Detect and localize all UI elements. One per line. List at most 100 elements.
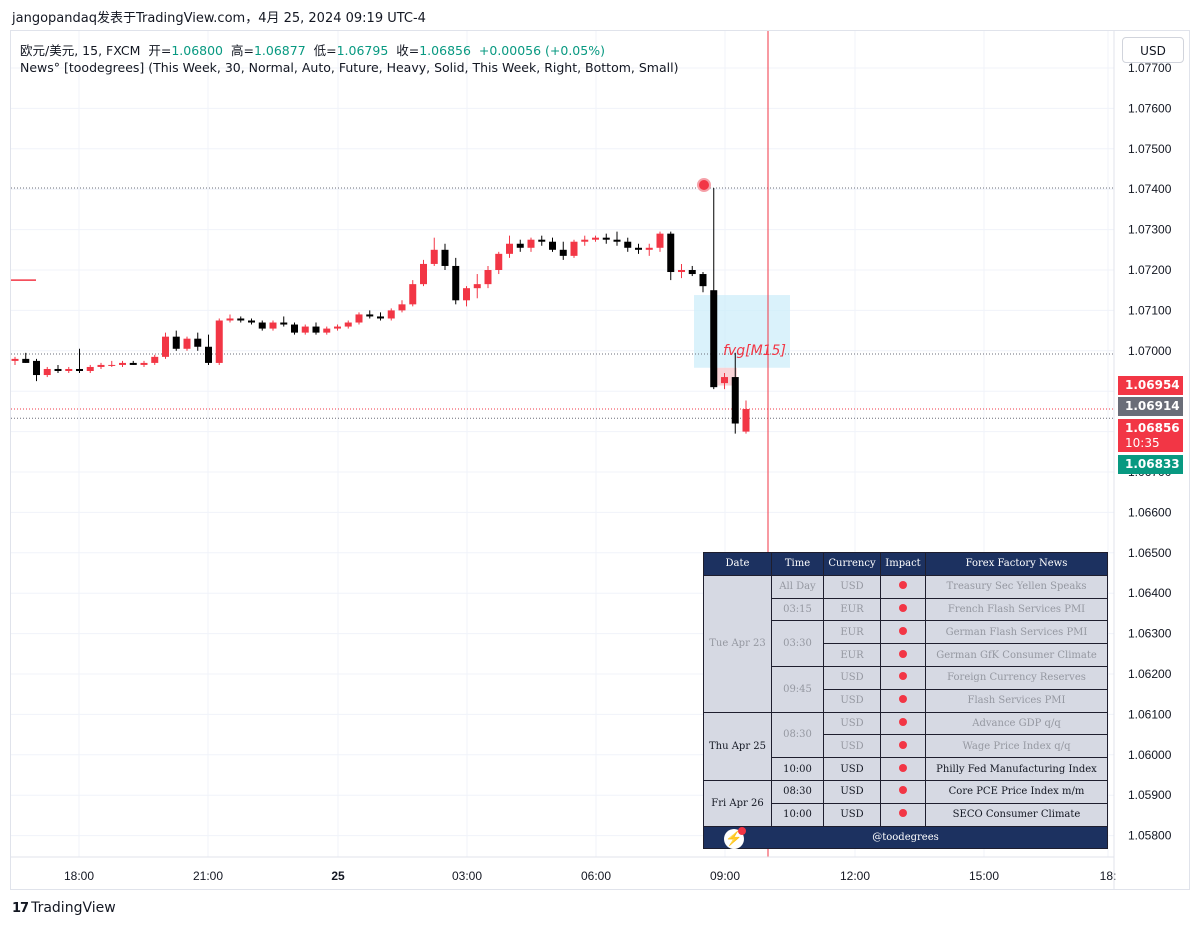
candle[interactable] [226, 314, 234, 323]
candle-body [473, 284, 481, 289]
high-impact-icon [899, 695, 907, 704]
candle[interactable] [409, 280, 417, 307]
news-event-icon[interactable] [697, 178, 711, 192]
candle[interactable] [183, 336, 191, 351]
low-label: 低= [313, 43, 337, 58]
candle[interactable] [721, 373, 728, 390]
candle-body [420, 263, 427, 285]
candle[interactable] [463, 286, 470, 307]
candle[interactable] [538, 235, 546, 246]
candle[interactable] [581, 235, 589, 246]
candle[interactable] [441, 243, 449, 270]
indicator-legend[interactable]: News° [toodegrees] (This Week, 30, Norma… [20, 60, 679, 75]
candle[interactable] [678, 263, 685, 279]
candle[interactable] [742, 400, 750, 434]
candle-body [656, 233, 664, 248]
candle[interactable] [54, 364, 62, 374]
candle[interactable] [667, 231, 675, 281]
author-handle[interactable]: @toodegrees [872, 831, 939, 843]
candle[interactable] [366, 310, 374, 319]
candle[interactable] [11, 356, 19, 365]
chart-pane[interactable] [10, 30, 1190, 890]
candle-body [377, 316, 384, 319]
y-tick-label: 1.07500 [1128, 142, 1172, 156]
candle[interactable] [527, 237, 535, 252]
candle[interactable] [377, 312, 384, 321]
candle[interactable] [473, 274, 481, 299]
candle[interactable] [108, 360, 116, 367]
impact-cell [880, 620, 926, 645]
candle[interactable] [495, 251, 503, 275]
candle[interactable] [355, 312, 363, 325]
candle[interactable] [43, 366, 51, 378]
candle[interactable] [269, 320, 277, 331]
candle[interactable] [635, 243, 642, 254]
candle-body [527, 239, 535, 248]
candle[interactable] [559, 241, 567, 260]
candle[interactable] [592, 235, 599, 242]
candle[interactable] [97, 362, 105, 369]
candle-body [699, 274, 707, 287]
candle[interactable] [151, 354, 159, 365]
y-tick-label: 1.06500 [1128, 546, 1172, 560]
candle[interactable] [65, 366, 73, 374]
symbol-label[interactable]: 欧元/美元, 15, FXCM [20, 43, 141, 58]
candle[interactable] [624, 237, 632, 252]
high-impact-icon [899, 809, 907, 818]
candle[interactable] [387, 308, 395, 321]
tradingview-logo[interactable]: 17 TradingView [12, 900, 116, 916]
candle[interactable] [334, 324, 341, 331]
candle-body [592, 237, 599, 240]
candle[interactable] [129, 360, 137, 365]
candle[interactable] [237, 316, 245, 323]
candle[interactable] [258, 320, 266, 331]
candle[interactable] [215, 318, 223, 365]
candle[interactable] [301, 324, 309, 335]
candle-body [258, 322, 266, 329]
candle[interactable] [291, 322, 298, 335]
candle[interactable] [22, 352, 30, 363]
candle[interactable] [248, 318, 255, 325]
candle[interactable] [323, 326, 331, 335]
candle[interactable] [205, 334, 212, 365]
candle[interactable] [119, 360, 126, 367]
candle[interactable] [516, 239, 524, 252]
x-tick-label: 12:00 [840, 869, 870, 883]
candle[interactable] [162, 332, 169, 359]
candle[interactable] [484, 265, 492, 289]
candle-body [667, 233, 675, 273]
tradingview-mark-icon: 17 [12, 901, 29, 916]
candle[interactable] [645, 243, 653, 256]
candle[interactable] [33, 358, 40, 382]
candle[interactable] [613, 231, 621, 246]
change-value: +0.00056 (+0.05%) [478, 43, 605, 58]
news-row: Tue Apr 23 All Day USD Treasury Sec Yell… [703, 574, 1108, 713]
candle[interactable] [420, 259, 427, 287]
candle[interactable] [699, 272, 707, 293]
candle[interactable] [312, 322, 320, 335]
candle[interactable] [549, 237, 556, 252]
candle[interactable] [194, 332, 202, 351]
candle[interactable] [452, 257, 460, 305]
candle[interactable] [76, 348, 83, 374]
candle[interactable] [710, 187, 718, 390]
candle[interactable] [656, 231, 664, 252]
candle[interactable] [570, 239, 578, 258]
candle[interactable] [344, 320, 352, 329]
candle[interactable] [398, 300, 406, 313]
close-value: 1.06856 [419, 43, 471, 58]
candle-body [140, 362, 148, 365]
candle[interactable] [506, 235, 513, 258]
candle-body [463, 288, 470, 301]
candle[interactable] [430, 237, 438, 266]
candle[interactable] [280, 316, 288, 327]
candle[interactable] [140, 360, 148, 367]
candle[interactable] [602, 233, 610, 244]
currency-button[interactable]: USD [1122, 37, 1184, 63]
candle[interactable] [86, 364, 94, 374]
candle[interactable] [172, 330, 180, 351]
brand-name: TradingView [31, 900, 116, 916]
candle[interactable] [688, 265, 696, 277]
candle[interactable] [731, 352, 739, 434]
news-title: German Flash Services PMI [925, 620, 1108, 645]
